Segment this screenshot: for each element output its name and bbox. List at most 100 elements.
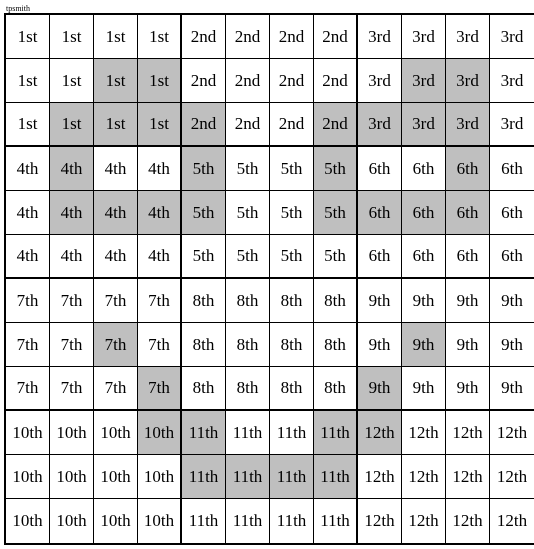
grid-cell: 8th [314, 323, 358, 367]
grid-cell: 1st [94, 15, 138, 59]
grid-cell: 12th [490, 499, 534, 543]
grid-cell: 9th [358, 367, 402, 411]
grid-cell: 1st [138, 59, 182, 103]
grid-cell: 2nd [270, 15, 314, 59]
grid-cell: 11th [182, 455, 226, 499]
grid-cell: 8th [226, 279, 270, 323]
grid-cell: 7th [94, 279, 138, 323]
grid-cell: 12th [490, 411, 534, 455]
grid-cell: 3rd [490, 59, 534, 103]
grid-cell: 9th [490, 279, 534, 323]
grid-cell: 4th [94, 147, 138, 191]
grid-cell: 5th [270, 191, 314, 235]
grid-cell: 12th [446, 499, 490, 543]
grid-cell: 7th [94, 367, 138, 411]
grid-cell: 1st [138, 15, 182, 59]
grid-cell: 6th [358, 235, 402, 279]
grid-cell: 8th [182, 367, 226, 411]
grid-cell: 4th [6, 147, 50, 191]
grid-cell: 5th [182, 147, 226, 191]
grid-cell: 3rd [402, 59, 446, 103]
grid-cell: 11th [226, 455, 270, 499]
grid-cell: 3rd [358, 15, 402, 59]
grid-cell: 9th [490, 323, 534, 367]
grid-cell: 8th [314, 279, 358, 323]
grid-cell: 7th [50, 323, 94, 367]
grid-cell: 1st [94, 59, 138, 103]
grid-cell: 11th [270, 499, 314, 543]
grid-cell: 6th [358, 147, 402, 191]
grid-cell: 12th [446, 455, 490, 499]
grid-cell: 5th [226, 147, 270, 191]
grid-cell: 2nd [314, 15, 358, 59]
grid-cell: 5th [314, 191, 358, 235]
grid-cell: 12th [402, 455, 446, 499]
grid-cell: 3rd [490, 103, 534, 147]
grid-cell: 8th [182, 323, 226, 367]
grid-cell: 4th [94, 191, 138, 235]
grid-cell: 1st [6, 15, 50, 59]
grid-cell: 4th [138, 147, 182, 191]
grid-cell: 9th [358, 279, 402, 323]
grid-cell: 11th [182, 499, 226, 543]
grid-cell: 7th [138, 323, 182, 367]
grid-cell: 2nd [314, 103, 358, 147]
grid-cell: 2nd [226, 103, 270, 147]
grid-cell: 6th [446, 235, 490, 279]
grid-cell: 1st [50, 59, 94, 103]
grid-cell: 9th [402, 279, 446, 323]
grid-cell: 11th [314, 499, 358, 543]
grid-cell: 4th [50, 235, 94, 279]
grid-cell: 6th [358, 191, 402, 235]
grid-cell: 7th [138, 279, 182, 323]
grid-cell: 9th [402, 323, 446, 367]
grid-cell: 2nd [270, 103, 314, 147]
grid-cell: 10th [138, 411, 182, 455]
grid-cell: 9th [490, 367, 534, 411]
grid-cell: 5th [314, 147, 358, 191]
grid-cell: 6th [402, 147, 446, 191]
grid-cell: 6th [490, 235, 534, 279]
grid-cell: 11th [314, 411, 358, 455]
grid-cell: 11th [270, 455, 314, 499]
grid-cell: 10th [6, 499, 50, 543]
grid-cell: 2nd [270, 59, 314, 103]
grid-cell: 4th [138, 235, 182, 279]
grid-cell: 12th [358, 499, 402, 543]
grid-cell: 6th [402, 235, 446, 279]
grid-cell: 2nd [226, 15, 270, 59]
grid-cell: 3rd [446, 15, 490, 59]
grid-cell: 5th [314, 235, 358, 279]
grid-cell: 1st [6, 59, 50, 103]
grid-cell: 8th [226, 367, 270, 411]
grid-cell: 10th [6, 455, 50, 499]
grid-cell: 4th [6, 235, 50, 279]
grid-cell: 4th [6, 191, 50, 235]
grid-cell: 3rd [402, 15, 446, 59]
grid-cell: 5th [182, 191, 226, 235]
grid-cell: 2nd [182, 59, 226, 103]
grid-cell: 6th [490, 191, 534, 235]
grid-cell: 9th [446, 367, 490, 411]
grid-cell: 7th [138, 367, 182, 411]
grid-cell: 2nd [182, 103, 226, 147]
grid-cell: 10th [50, 499, 94, 543]
grid-cell: 12th [402, 499, 446, 543]
grid-cell: 4th [50, 191, 94, 235]
grid-cell: 11th [182, 411, 226, 455]
grid-cell: 7th [50, 279, 94, 323]
grid-cell: 3rd [402, 103, 446, 147]
grid-cell: 12th [446, 411, 490, 455]
grid-cell: 8th [270, 367, 314, 411]
grid-cell: 12th [402, 411, 446, 455]
puzzle-grid: 1st1st1st1st2nd2nd2nd2nd3rd3rd3rd3rd1st1… [4, 13, 534, 545]
grid-cell: 4th [50, 147, 94, 191]
grid-cell: 4th [138, 191, 182, 235]
grid-cell: 1st [94, 103, 138, 147]
grid-cell: 3rd [358, 59, 402, 103]
grid-cell: 7th [6, 367, 50, 411]
author-label: tpsmith [6, 4, 530, 13]
grid-cell: 11th [314, 455, 358, 499]
grid-cell: 1st [138, 103, 182, 147]
grid-cell: 8th [270, 323, 314, 367]
